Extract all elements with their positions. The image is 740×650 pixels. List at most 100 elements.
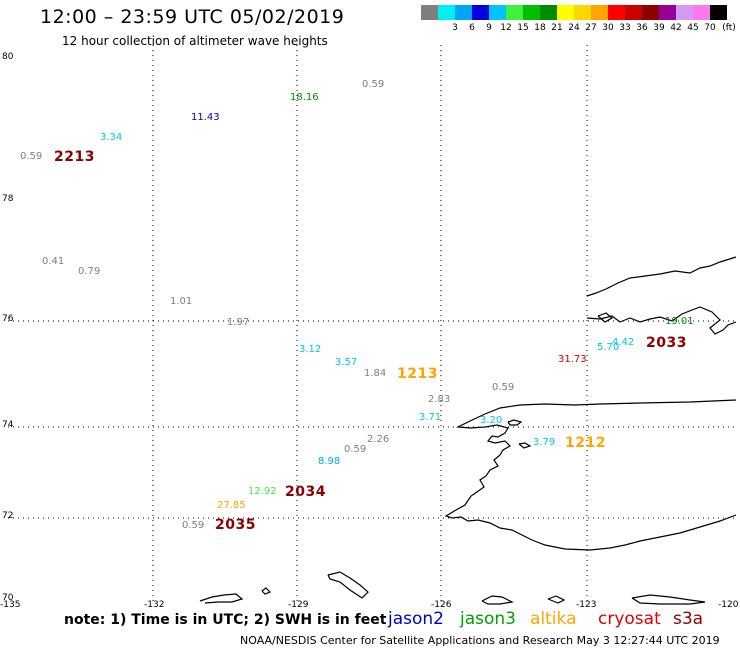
island-4 xyxy=(199,593,244,604)
wave-height-value: 3.34 xyxy=(100,132,123,143)
color-scale-swatch xyxy=(438,5,455,20)
footer-credit: NOAA/NESDIS Center for Satellite Applica… xyxy=(240,634,720,647)
island-2 xyxy=(518,442,532,449)
color-scale-swatch xyxy=(608,5,625,20)
wave-height-value: 0.79 xyxy=(78,266,101,277)
lon-label-123: -123 xyxy=(576,600,597,610)
color-scale-swatch xyxy=(642,5,659,20)
island-6 xyxy=(327,571,369,599)
wave-height-value: 0.59 xyxy=(20,151,43,162)
color-scale-label: 36 xyxy=(636,23,648,33)
wave-height-value: 1.84 xyxy=(364,368,387,379)
color-scale-label: 18 xyxy=(534,23,546,33)
color-scale-swatch xyxy=(659,5,676,20)
wave-height-value: 18.16 xyxy=(290,92,319,103)
color-scale-swatch xyxy=(455,5,472,20)
lat-lon-grid xyxy=(8,45,736,602)
color-scale-label: 24 xyxy=(568,23,580,33)
island-5 xyxy=(261,587,272,595)
island-7 xyxy=(481,595,514,605)
wave-height-value: 3.79 xyxy=(533,437,556,448)
wave-height-value: 4.42 xyxy=(612,337,635,348)
color-scale-label: 6 xyxy=(469,23,475,33)
color-scale-swatch xyxy=(574,5,591,20)
color-scale-label: 21 xyxy=(551,23,563,33)
lat-label-70: 70 xyxy=(2,593,14,603)
wave-height-value: 0.59 xyxy=(344,444,367,455)
wave-height-value: 11.43 xyxy=(191,112,220,123)
lat-label-74: 74 xyxy=(2,420,14,430)
color-scale-swatch xyxy=(421,5,438,20)
mainland-coastline xyxy=(444,399,737,551)
pass-time-label: 2035 xyxy=(215,517,256,533)
satellite-legend-altika: altika xyxy=(530,609,577,629)
map-title: 12:00 – 23:59 UTC 05/02/2019 xyxy=(40,6,345,28)
color-scale-label: 9 xyxy=(486,23,492,33)
lon-label-135: -135 xyxy=(0,600,21,610)
wave-height-value: 3.12 xyxy=(299,344,322,355)
color-scale-label: 45 xyxy=(687,23,699,33)
map-subtitle: 12 hour collection of altimeter wave hei… xyxy=(62,34,328,48)
wave-height-value: 19.01 xyxy=(665,316,694,327)
pass-time-label: 1213 xyxy=(397,366,438,382)
wave-height-value: 0.59 xyxy=(182,520,205,531)
wave-height-value: 1.01 xyxy=(170,296,193,307)
color-scale-unit: (ft) xyxy=(722,23,736,33)
color-scale-swatch xyxy=(506,5,523,20)
satellite-legend-jason2: jason2 xyxy=(388,609,444,629)
color-scale-swatch xyxy=(472,5,489,20)
color-scale-label: 39 xyxy=(653,23,665,33)
color-scale-swatch xyxy=(557,5,574,20)
lon-label-126: -126 xyxy=(431,600,452,610)
lat-label-80: 80 xyxy=(2,52,14,62)
satellite-legend-s3a: s3a xyxy=(673,609,704,629)
color-scale-swatch xyxy=(591,5,608,20)
wave-height-value: 27.85 xyxy=(217,500,246,511)
wave-height-value: 2.26 xyxy=(367,434,390,445)
wave-height-value: 12.92 xyxy=(248,486,277,497)
wave-height-value: 5.70 xyxy=(597,342,620,353)
pass-time-label: 1212 xyxy=(565,435,606,451)
island-1 xyxy=(507,419,523,426)
island-3 xyxy=(597,312,614,323)
color-scale-label: 27 xyxy=(585,23,597,33)
wave-height-value: 1.97 xyxy=(227,317,250,328)
lon-label-132: -132 xyxy=(144,600,165,610)
satellite-legend-jason3: jason3 xyxy=(460,609,516,629)
coastline xyxy=(199,256,737,605)
color-scale-swatch xyxy=(540,5,557,20)
color-scale-swatch xyxy=(676,5,693,20)
wave-height-value: 0.59 xyxy=(362,79,385,90)
color-scale-label: 30 xyxy=(602,23,614,33)
color-scale-label: 3 xyxy=(452,23,458,33)
lat-label-78: 78 xyxy=(2,194,14,204)
satellite-legend-cryosat: cryosat xyxy=(598,609,661,629)
lat-label-72: 72 xyxy=(2,511,14,521)
color-scale-label: 12 xyxy=(500,23,512,33)
color-scale-swatch xyxy=(523,5,540,20)
banks-island-coast xyxy=(586,256,737,297)
wave-height-value: 31.73 xyxy=(558,354,587,365)
color-scale-label: 42 xyxy=(670,23,682,33)
units-note: note: 1) Time is in UTC; 2) SWH is in fe… xyxy=(64,612,387,628)
color-scale-swatch xyxy=(489,5,506,20)
pass-time-label: 2033 xyxy=(646,335,687,351)
lat-label-76: 76 xyxy=(2,314,14,324)
island-8 xyxy=(547,595,566,604)
wave-height-value: 0.41 xyxy=(42,256,65,267)
island-9 xyxy=(631,594,706,605)
wave-height-value: 2.83 xyxy=(428,394,451,405)
banks-island-south-coast xyxy=(586,306,737,335)
pass-time-label: 2034 xyxy=(285,484,326,500)
lon-label-129: -129 xyxy=(288,600,309,610)
color-scale-swatch xyxy=(693,5,710,20)
wave-height-value: 0.59 xyxy=(492,382,515,393)
wave-height-value: 3.20 xyxy=(480,415,503,426)
wave-height-value: 8.98 xyxy=(318,456,341,467)
color-scale-label: 33 xyxy=(619,23,631,33)
lon-label-120: -120 xyxy=(718,600,739,610)
wave-height-value: 3.57 xyxy=(335,357,358,368)
color-scale-label: 70 xyxy=(704,23,716,33)
pass-time-label: 2213 xyxy=(54,149,95,165)
